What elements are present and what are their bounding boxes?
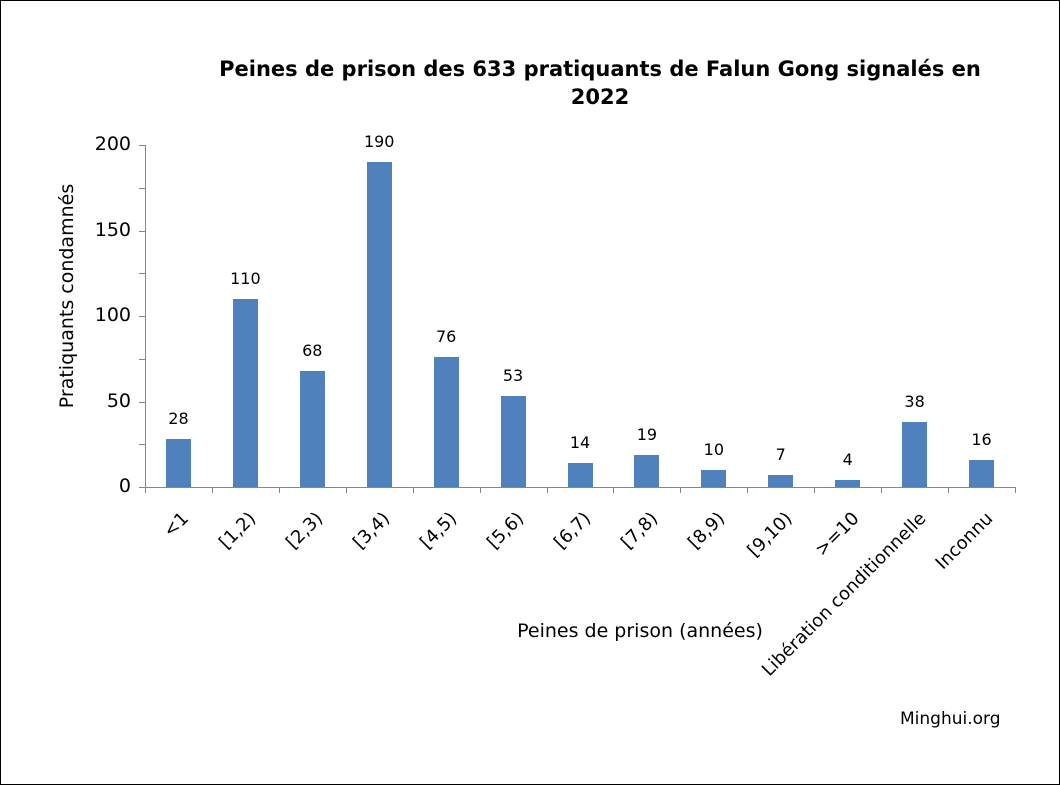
x-category-label: [1,2) [215, 508, 261, 554]
bar [165, 439, 191, 487]
x-tick [413, 487, 414, 493]
y-tick [139, 402, 145, 403]
bar [500, 396, 526, 487]
y-tick [139, 444, 145, 445]
bar [701, 469, 727, 487]
bar-value-label: 16 [971, 429, 992, 449]
x-tick [212, 487, 213, 493]
x-tick [145, 487, 146, 493]
x-category-label: [4,5) [416, 508, 462, 554]
x-tick [480, 487, 481, 493]
y-tick-label: 150 [94, 218, 131, 241]
x-tick [747, 487, 748, 493]
bar-value-label: 110 [230, 268, 261, 288]
x-tick [948, 487, 949, 493]
bar [232, 298, 258, 487]
x-category-label: >=10 [810, 508, 864, 561]
bar [634, 454, 660, 487]
chart-title-line-2: 2022 [570, 85, 630, 109]
x-category-label: Inconnu [931, 508, 997, 574]
bar-value-label: 68 [302, 340, 323, 360]
x-tick [814, 487, 815, 493]
bar-value-label: 28 [168, 409, 189, 429]
y-tick [139, 188, 145, 189]
chart-title: Peines de prison des 633 pratiquants de … [150, 55, 1050, 111]
bar-value-label: 53 [502, 366, 524, 386]
y-tick [139, 359, 145, 360]
x-tick [547, 487, 548, 493]
y-tick [139, 316, 145, 317]
bar-value-label: 190 [363, 132, 395, 152]
bar [299, 370, 325, 487]
x-category-label: [3,4) [349, 508, 395, 554]
x-tick [279, 487, 280, 493]
bar-value-label: 7 [775, 445, 786, 465]
x-axis-line [145, 487, 1015, 488]
y-axis-line [145, 145, 146, 488]
bar [567, 463, 593, 487]
bar [902, 422, 928, 487]
x-category-label: [7,8) [616, 508, 663, 554]
x-category-label: [5,6) [483, 508, 529, 554]
y-tick [139, 273, 145, 274]
bar-value-label: 4 [842, 450, 853, 470]
chart-title-line-1: Peines de prison des 633 pratiquants de … [219, 57, 981, 81]
bar [366, 162, 392, 487]
bar [969, 459, 995, 487]
y-tick-label: 200 [94, 133, 131, 155]
watermark: Minghui.org [900, 709, 1001, 729]
x-category-label: [9,10) [743, 508, 797, 562]
y-tick [139, 487, 145, 488]
x-tick [1015, 487, 1016, 493]
bar-value-label: 14 [569, 433, 591, 453]
y-tick-label: 0 [118, 475, 131, 497]
bar [768, 475, 794, 487]
y-tick [139, 231, 145, 232]
bar-value-label: 19 [636, 424, 658, 444]
x-category-label: [2,3) [282, 508, 328, 554]
x-tick [613, 487, 614, 493]
x-category-label: [8,9) [683, 508, 729, 554]
bar-value-label: 76 [435, 327, 457, 347]
bar [835, 480, 861, 487]
y-tick-label: 100 [94, 304, 131, 326]
y-tick-label: 50 [106, 389, 131, 412]
bar-value-label: 10 [703, 439, 725, 459]
y-tick [139, 145, 145, 146]
x-category-label: <1 [159, 508, 194, 542]
x-tick [881, 487, 882, 493]
bar-value-label: 38 [904, 392, 925, 412]
x-axis-label: Peines de prison (années) [517, 620, 763, 642]
x-category-label: [6,7) [550, 508, 596, 554]
x-tick [680, 487, 681, 493]
bar [433, 357, 459, 487]
x-tick [346, 487, 347, 493]
